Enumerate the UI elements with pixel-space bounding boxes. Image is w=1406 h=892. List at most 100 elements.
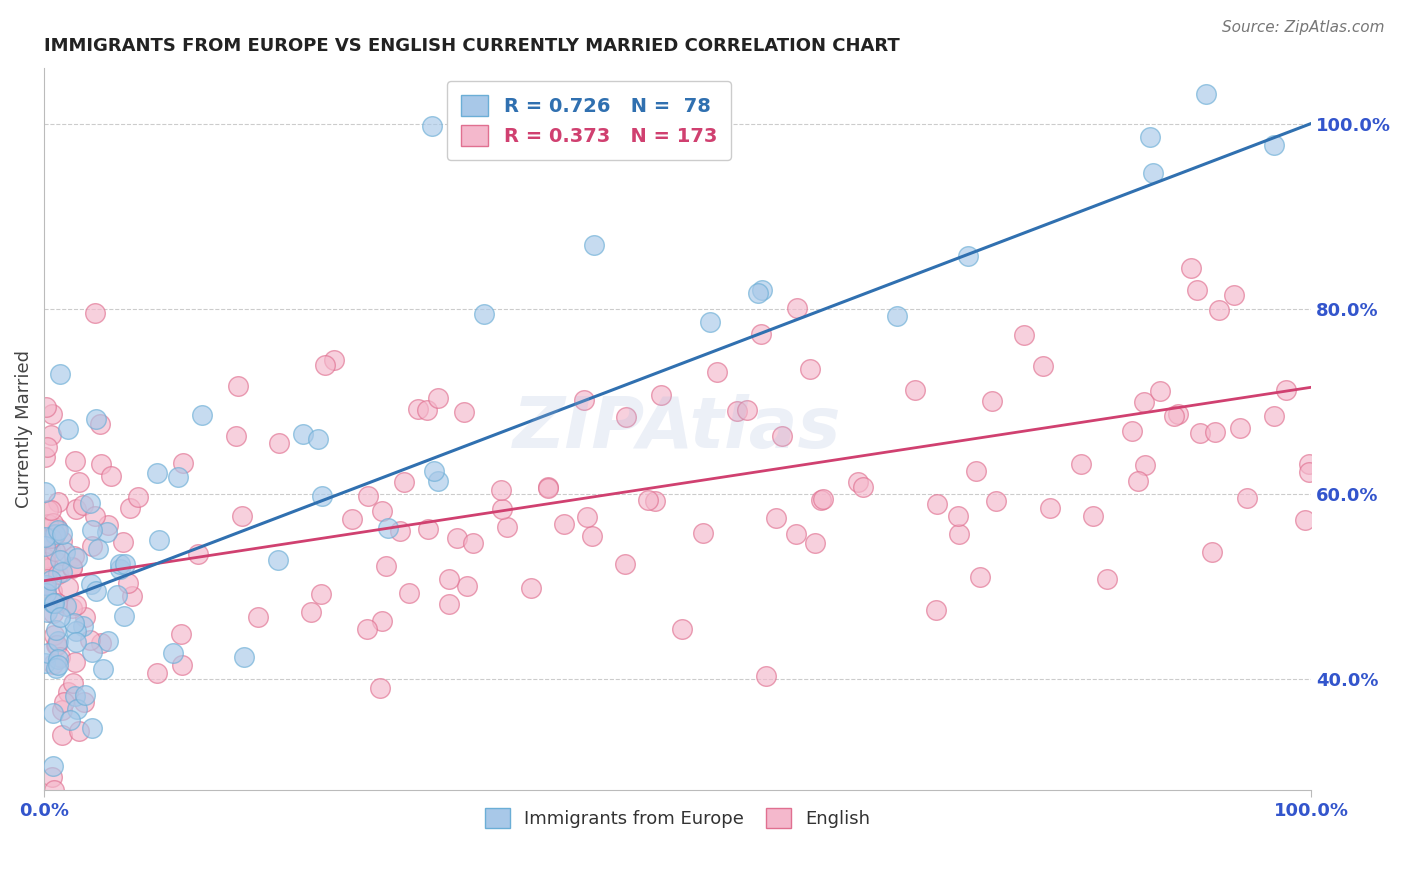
Point [59, 713, 82, 727]
Point [956, 249, 979, 263]
Point [170, 658, 193, 673]
Point [65, 598, 87, 612]
Point [34, 656, 56, 670]
Point [46, 566, 69, 581]
Point [63, 655, 86, 669]
Text: ZIPAtlas: ZIPAtlas [513, 394, 842, 464]
Point [39, 542, 62, 557]
Point [810, 493, 832, 508]
Point [375, 558, 398, 573]
Point [39, 531, 62, 545]
Point [1208, 303, 1230, 318]
Point [307, 433, 329, 447]
Point [969, 570, 991, 584]
Point [90, 457, 112, 471]
Point [299, 605, 322, 619]
Point [72, 618, 94, 632]
Point [1142, 166, 1164, 180]
Point [63, 689, 86, 703]
Point [225, 429, 247, 443]
Point [948, 527, 970, 541]
Point [66, 550, 89, 565]
Point [461, 535, 484, 549]
Point [418, 523, 440, 537]
Point [1298, 465, 1320, 479]
Point [35, 583, 58, 598]
Point [41, 407, 63, 421]
Point [127, 490, 149, 504]
Point [46, 658, 69, 673]
Point [1229, 421, 1251, 435]
Point [90, 636, 112, 650]
Point [53, 695, 76, 709]
Point [811, 492, 834, 507]
Point [84, 306, 107, 320]
Point [415, 403, 437, 417]
Point [751, 283, 773, 297]
Point [1070, 457, 1092, 471]
Text: Source: ZipAtlas.com: Source: ZipAtlas.com [1222, 20, 1385, 35]
Point [60, 559, 83, 574]
Point [114, 557, 136, 571]
Point [80, 721, 103, 735]
Point [97, 634, 120, 648]
Point [692, 526, 714, 541]
Point [65, 624, 87, 638]
Point [322, 352, 344, 367]
Point [398, 585, 420, 599]
Point [34, 400, 56, 414]
Point [100, 469, 122, 483]
Point [267, 553, 290, 567]
Point [86, 412, 108, 426]
Point [66, 702, 89, 716]
Point [291, 426, 314, 441]
Point [1294, 513, 1316, 527]
Point [581, 528, 603, 542]
Point [637, 492, 659, 507]
Point [41, 428, 63, 442]
Text: IMMIGRANTS FROM EUROPE VS ENGLISH CURRENTLY MARRIED CORRELATION CHART: IMMIGRANTS FROM EUROPE VS ENGLISH CURREN… [44, 37, 900, 55]
Point [37, 440, 59, 454]
Point [69, 475, 91, 489]
Point [371, 614, 394, 628]
Point [117, 576, 139, 591]
Point [408, 401, 430, 416]
Point [1012, 328, 1035, 343]
Point [311, 489, 333, 503]
Point [65, 635, 87, 649]
Point [394, 475, 416, 489]
Point [42, 607, 65, 621]
Point [34, 530, 56, 544]
Point [747, 286, 769, 301]
Point [427, 391, 450, 405]
Point [145, 666, 167, 681]
Point [34, 539, 56, 553]
Point [576, 510, 599, 524]
Point [46, 521, 69, 535]
Point [520, 581, 543, 595]
Point [37, 590, 59, 604]
Point [45, 638, 67, 652]
Point [904, 384, 927, 398]
Point [1189, 425, 1212, 440]
Point [496, 519, 519, 533]
Point [1263, 138, 1285, 153]
Point [39, 573, 62, 587]
Point [965, 464, 987, 478]
Point [340, 512, 363, 526]
Point [65, 454, 87, 468]
Point [37, 646, 59, 660]
Point [553, 516, 575, 531]
Point [786, 301, 808, 316]
Point [172, 456, 194, 470]
Point [1139, 129, 1161, 144]
Point [671, 622, 693, 636]
Point [246, 609, 269, 624]
Point [62, 676, 84, 690]
Point [37, 516, 59, 531]
Point [427, 475, 450, 489]
Point [446, 531, 468, 545]
Point [706, 365, 728, 379]
Point [46, 523, 69, 537]
Point [53, 544, 76, 558]
